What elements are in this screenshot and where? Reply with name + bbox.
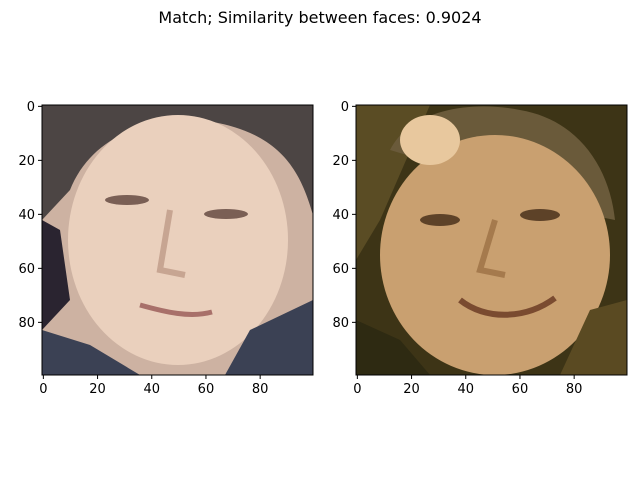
- x-tick-label: 0: [39, 382, 47, 397]
- y-tick-label: 40: [18, 208, 35, 223]
- y-tick-label: 80: [332, 316, 349, 331]
- x-tick-label: 0: [353, 382, 361, 397]
- y-tick-label: 60: [18, 262, 35, 277]
- y-tick-label: 20: [332, 154, 349, 169]
- figure-title: Match; Similarity between faces: 0.9024: [158, 8, 482, 27]
- y-tick-label: 60: [332, 262, 349, 277]
- x-tick-label: 80: [566, 382, 583, 397]
- x-tick-label: 80: [252, 382, 269, 397]
- y-tick-label: 20: [18, 154, 35, 169]
- x-tick-label: 60: [512, 382, 529, 397]
- right-face-panel: [355, 104, 628, 376]
- y-tick-label: 80: [18, 316, 35, 331]
- face-image-2: [356, 105, 627, 375]
- face-image-1: [42, 105, 313, 375]
- x-tick-label: 20: [89, 382, 106, 397]
- x-tick-label: 60: [198, 382, 215, 397]
- y-tick-label: 40: [332, 208, 349, 223]
- x-tick-label: 40: [143, 382, 160, 397]
- y-tick-label: 0: [27, 100, 35, 115]
- x-tick-label: 40: [457, 382, 474, 397]
- left-face-panel: [41, 104, 314, 376]
- x-tick-label: 20: [403, 382, 420, 397]
- y-tick-label: 0: [341, 100, 349, 115]
